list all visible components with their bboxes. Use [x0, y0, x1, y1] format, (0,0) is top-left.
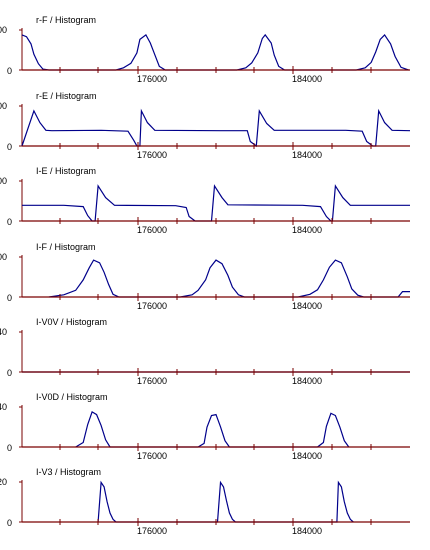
y-tick-label: 20: [0, 477, 7, 487]
histogram-series-line: [21, 108, 411, 148]
y-tick-label: 0: [7, 66, 12, 76]
y-tick-label: 0: [7, 293, 12, 303]
y-tick-label: 00: [0, 176, 7, 186]
y-tick-label: 0: [7, 368, 12, 378]
histogram-series-line: [22, 184, 410, 222]
x-tick-label: 176000: [137, 150, 167, 160]
histogram-series-line: [21, 33, 409, 71]
panel-title: I-V3 / Histogram: [36, 467, 101, 477]
panel-title: I-V0V / Histogram: [36, 317, 107, 327]
panel-title: r-E / Histogram: [36, 91, 97, 101]
histogram-panel: I-E / Histogram000176000184000: [0, 166, 410, 235]
panel-title: I-F / Histogram: [36, 242, 96, 252]
x-tick-label: 184000: [292, 150, 322, 160]
x-tick-label: 184000: [292, 376, 322, 386]
x-tick-label: 184000: [292, 225, 322, 235]
x-tick-label: 176000: [137, 526, 167, 536]
y-tick-label: 00: [0, 101, 7, 111]
histogram-series-line: [75, 411, 350, 448]
histogram-panel: I-V0V / Histogram 40 0 176000 184000: [0, 317, 410, 386]
y-tick-label: 40: [0, 402, 7, 412]
x-tick-label: 184000: [292, 526, 322, 536]
y-tick-label: 00: [0, 25, 7, 35]
x-tick-label: 176000: [137, 301, 167, 311]
histogram-series-line: [48, 259, 410, 298]
panel-title: r-F / Histogram: [36, 15, 96, 25]
histogram-panel: r-F / Histogram000176000184000: [0, 15, 410, 84]
panel-title: I-E / Histogram: [36, 166, 96, 176]
histogram-panel: r-E / Histogram000176000184000: [0, 91, 411, 160]
x-tick-label: 176000: [137, 74, 167, 84]
x-tick-label: 184000: [292, 451, 322, 461]
y-tick-label: 0: [7, 217, 12, 227]
y-tick-label: 0: [7, 142, 12, 152]
x-tick-label: 176000: [137, 451, 167, 461]
y-tick-label: 00: [0, 252, 7, 262]
histogram-series-line: [97, 480, 354, 523]
histogram-panel: I-V3 / Histogram 20 0 176000 184000: [0, 467, 410, 536]
x-tick-label: 176000: [137, 376, 167, 386]
y-tick-label: 40: [0, 327, 7, 337]
y-tick-label: 0: [7, 443, 12, 453]
x-tick-label: 184000: [292, 74, 322, 84]
panel-title: I-V0D / Histogram: [36, 392, 108, 402]
x-tick-label: 176000: [137, 225, 167, 235]
x-tick-label: 184000: [292, 301, 322, 311]
histogram-panel: I-V0D / Histogram 40 0 176000 184000: [0, 392, 410, 461]
histogram-panel: I-F / Histogram000176000184000: [0, 242, 410, 311]
y-tick-label: 0: [7, 518, 12, 528]
